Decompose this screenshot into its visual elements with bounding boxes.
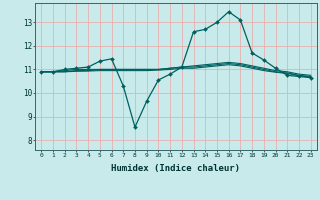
X-axis label: Humidex (Indice chaleur): Humidex (Indice chaleur): [111, 164, 240, 173]
